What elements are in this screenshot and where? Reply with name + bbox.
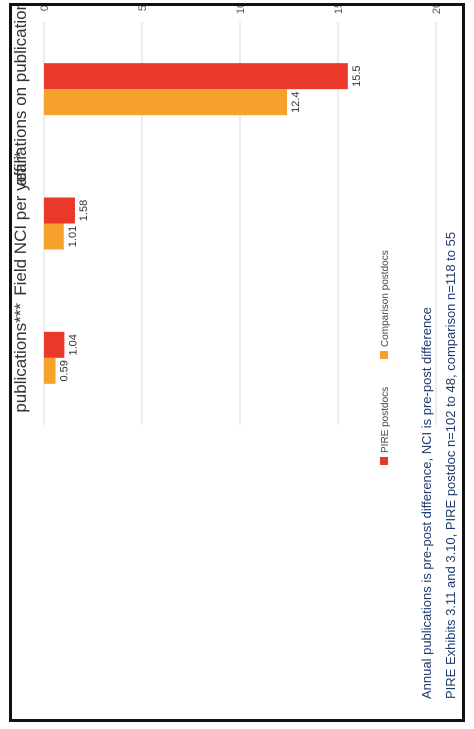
category-label: publications*** — [12, 303, 30, 413]
data-label: 15.5 — [351, 65, 363, 86]
y-axis-ticks: 0 5 10 15 20 — [39, 6, 443, 14]
bar — [44, 63, 348, 90]
y-tick-label: 5 — [137, 6, 149, 11]
legend-label: Comparison postdocs — [380, 250, 391, 347]
bar — [44, 331, 65, 358]
chart-notes: Annual publications is pre-post differen… — [419, 232, 458, 699]
bar — [44, 357, 56, 384]
category-label: Field NCI per year* — [12, 151, 30, 296]
data-label: 1.04 — [67, 334, 79, 355]
y-tick-label: 20 — [431, 6, 443, 14]
legend-swatch — [380, 351, 388, 359]
bar — [44, 223, 64, 250]
data-label: 12.4 — [290, 91, 302, 112]
left-margin-mark — [0, 360, 10, 480]
bar-chart: 0 5 10 15 20 1.04 0.59 1.58 1.01 15.5 12.4 Number… — [12, 6, 458, 699]
bar — [44, 197, 75, 224]
bars — [44, 63, 348, 384]
bar — [44, 89, 288, 116]
category-label: affiliations on publications — [12, 6, 30, 186]
legend: PIRE postdocs Comparison postdocs — [380, 250, 391, 465]
data-labels: 1.04 0.59 1.58 1.01 15.5 12.4 — [59, 65, 363, 381]
note-line: Annual publications is pre-post differen… — [419, 307, 434, 699]
data-label: 1.01 — [67, 226, 79, 247]
data-label: 1.58 — [78, 200, 90, 221]
y-tick-label: 15 — [333, 6, 345, 14]
data-label: 0.59 — [59, 360, 71, 381]
y-tick-label: 10 — [235, 6, 247, 14]
category-labels: Number of annualpublications***Field NCI… — [12, 6, 30, 413]
legend-label: PIRE postdocs — [380, 387, 391, 453]
note-line: PIRE Exhibits 3.11 and 3.10, PIRE postdo… — [443, 232, 458, 699]
y-tick-label: 0 — [39, 6, 51, 11]
figure-frame — [9, 3, 465, 722]
legend-swatch — [380, 457, 388, 465]
